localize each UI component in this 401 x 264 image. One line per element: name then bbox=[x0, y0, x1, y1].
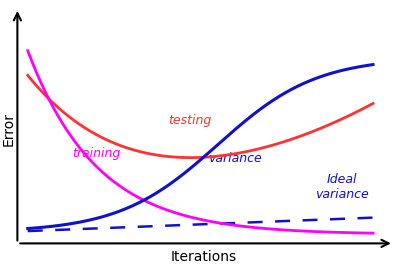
Text: variance: variance bbox=[207, 152, 261, 165]
Text: Iterations: Iterations bbox=[170, 250, 236, 264]
Text: Error: Error bbox=[2, 112, 16, 146]
Text: training: training bbox=[73, 147, 121, 160]
Text: Ideal
variance: Ideal variance bbox=[314, 173, 368, 201]
Text: testing: testing bbox=[168, 114, 211, 127]
